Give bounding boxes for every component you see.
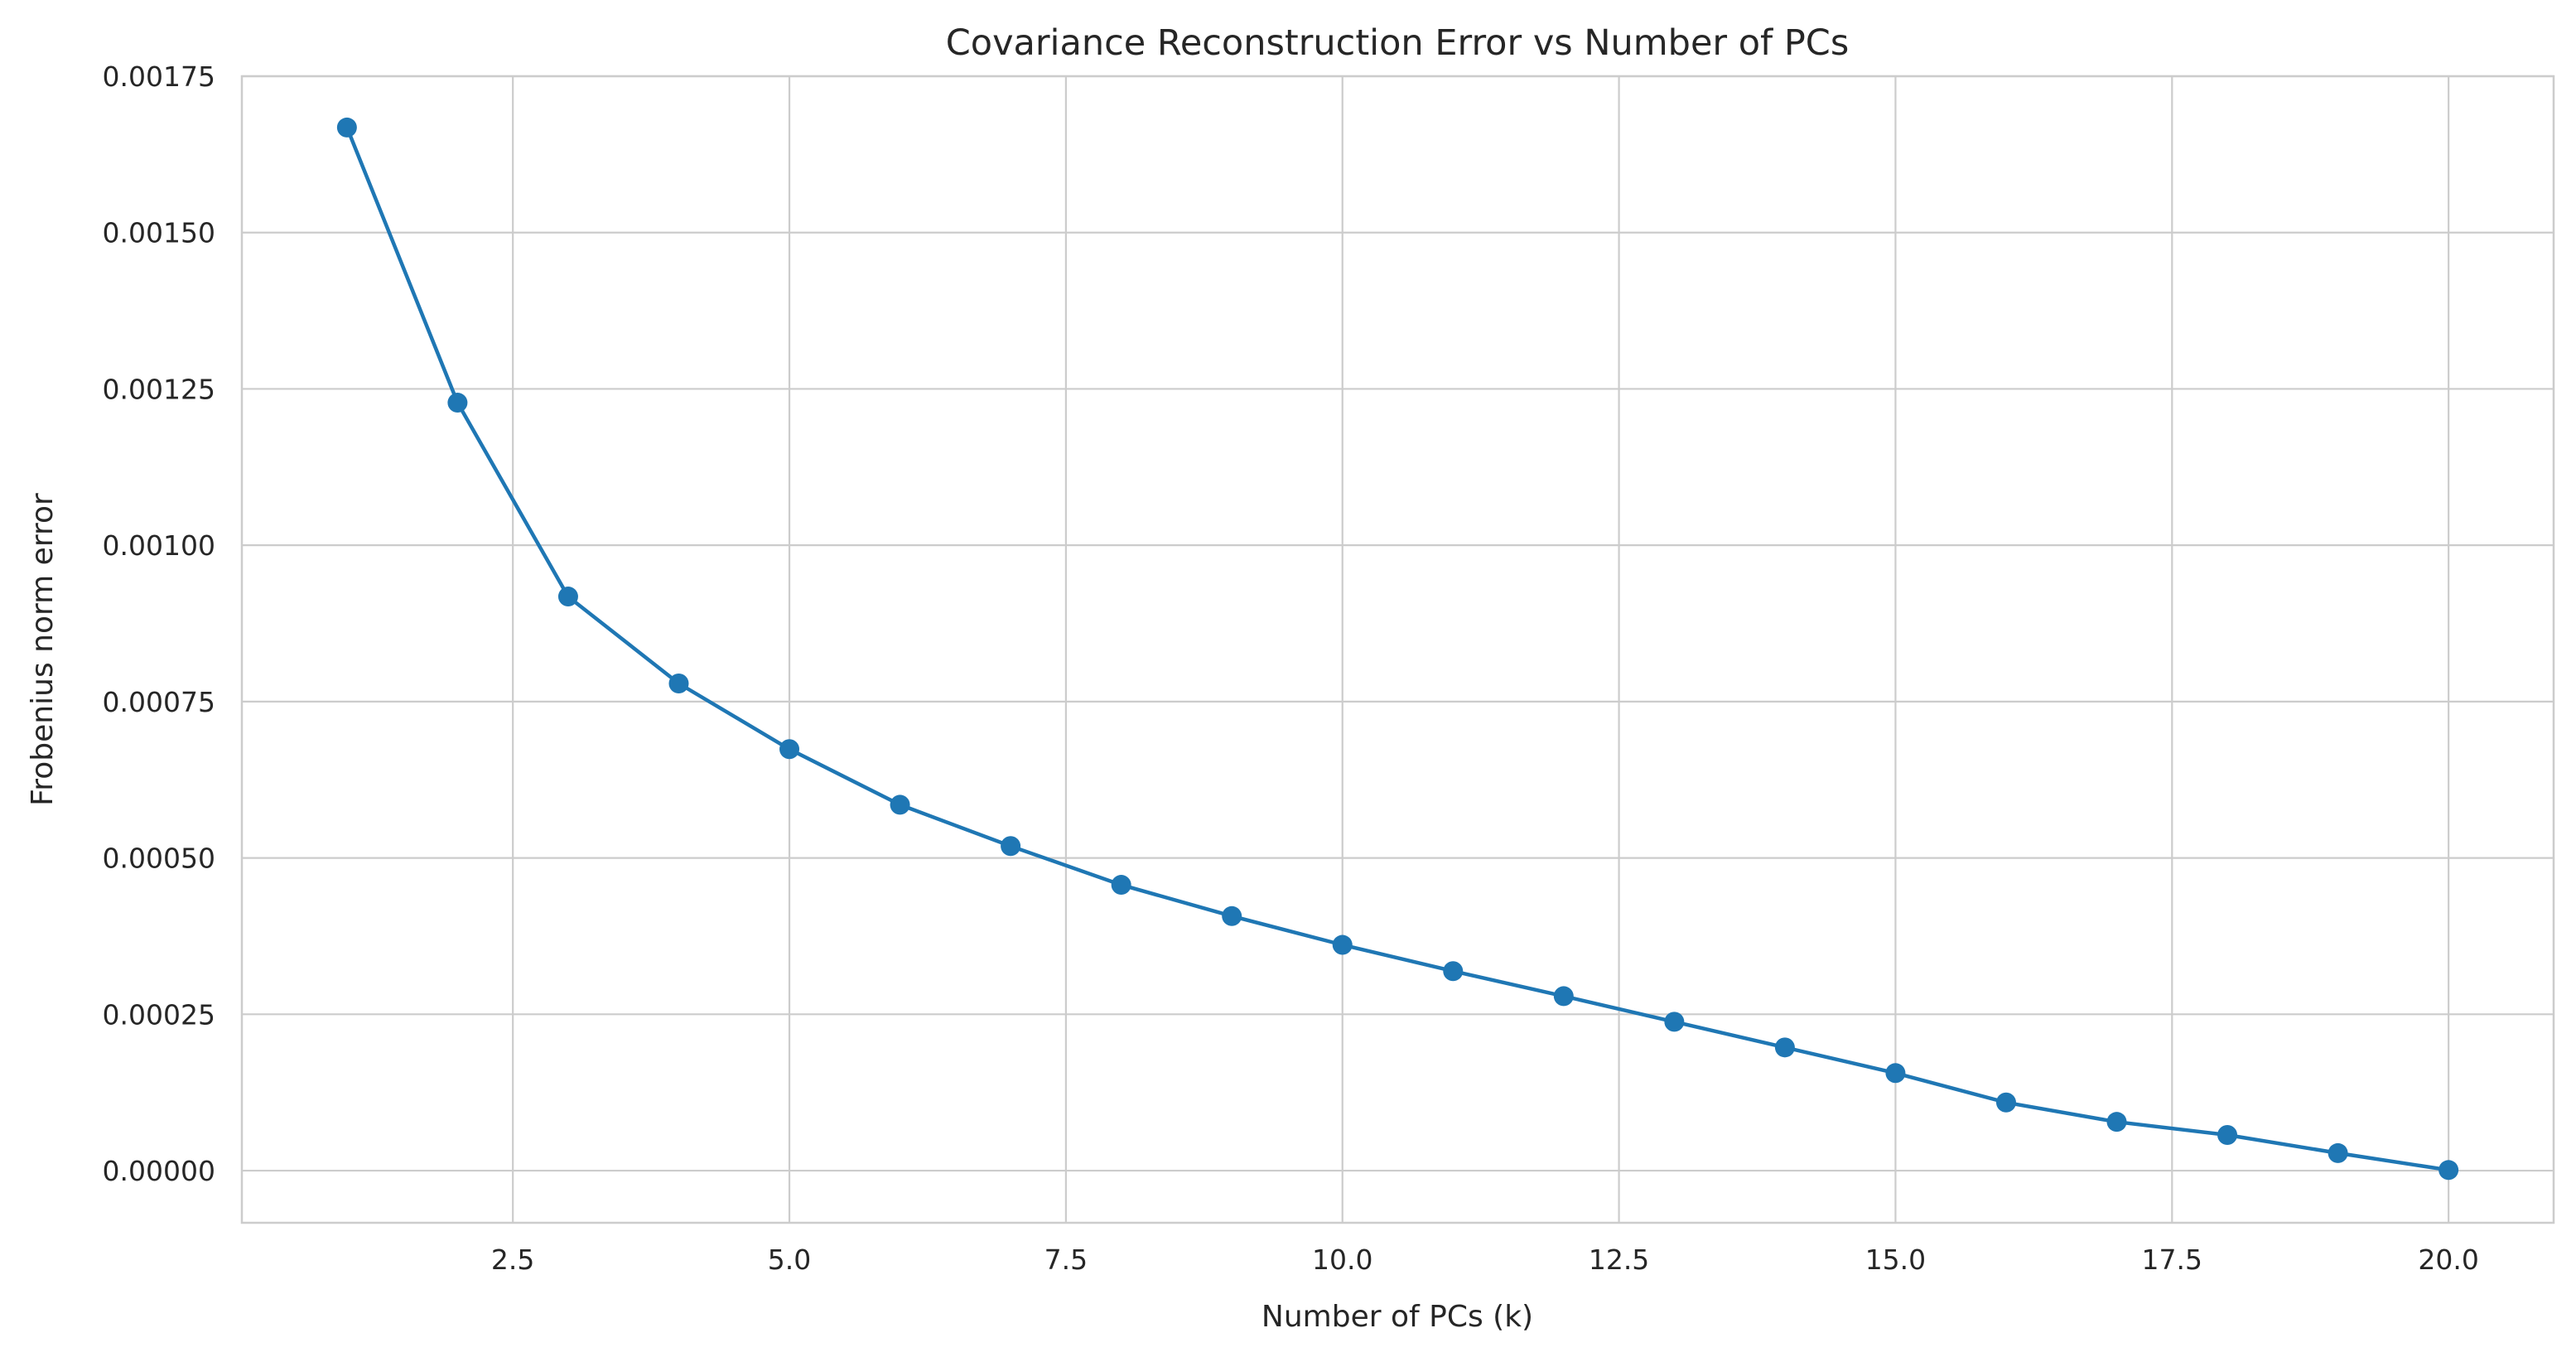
chart-title: Covariance Reconstruction Error vs Numbe… <box>946 22 1849 64</box>
data-point <box>890 794 910 815</box>
x-tick-label: 15.0 <box>1865 1244 1926 1276</box>
data-point <box>1222 905 1242 926</box>
data-point <box>668 673 689 693</box>
x-tick-label: 20.0 <box>2418 1244 2478 1276</box>
y-tick-label: 0.00150 <box>103 217 215 249</box>
data-point <box>1001 836 1021 857</box>
data-point <box>1332 934 1353 955</box>
data-point <box>1111 875 1131 896</box>
data-point <box>336 117 357 138</box>
data-point <box>1885 1063 1906 1084</box>
x-tick-label: 5.0 <box>768 1244 811 1276</box>
data-point <box>1774 1037 1795 1058</box>
data-point <box>779 739 800 760</box>
x-tick-label: 2.5 <box>491 1244 534 1276</box>
x-tick-label: 12.5 <box>1589 1244 1649 1276</box>
y-tick-label: 0.00000 <box>103 1155 215 1187</box>
series-layer <box>336 117 2459 1181</box>
plot-frame <box>240 75 2555 1224</box>
series-line <box>345 125 2451 1172</box>
y-tick-label: 0.00100 <box>103 529 215 562</box>
x-tick-label: 10.0 <box>1312 1244 1372 1276</box>
data-point <box>557 587 578 607</box>
y-tick-label: 0.00050 <box>103 843 215 875</box>
y-tick-label: 0.00175 <box>103 60 215 93</box>
y-axis-label: Frobenius norm error <box>26 493 60 806</box>
tick-labels: 2.5 5.0 7.5 10.0 12.5 15.0 17.5 20.0 0.00000 0.00… <box>103 60 2479 1276</box>
x-tick-label: 7.5 <box>1044 1244 1088 1276</box>
grid-lines <box>242 75 2554 1223</box>
data-point <box>2106 1112 2127 1132</box>
data-point <box>2439 1160 2459 1181</box>
x-axis-label: Number of PCs (k) <box>1261 1300 1533 1334</box>
data-point <box>447 393 468 413</box>
data-point <box>1664 1012 1685 1032</box>
y-tick-label: 0.00075 <box>103 686 215 718</box>
data-point <box>1995 1092 2016 1113</box>
y-tick-label: 0.00025 <box>103 998 215 1031</box>
x-tick-label: 17.5 <box>2142 1244 2202 1276</box>
data-point <box>2217 1125 2238 1146</box>
data-point <box>1553 986 1574 1007</box>
data-point <box>1443 961 1464 982</box>
y-tick-label: 0.00125 <box>103 373 215 405</box>
data-point <box>2328 1142 2348 1163</box>
